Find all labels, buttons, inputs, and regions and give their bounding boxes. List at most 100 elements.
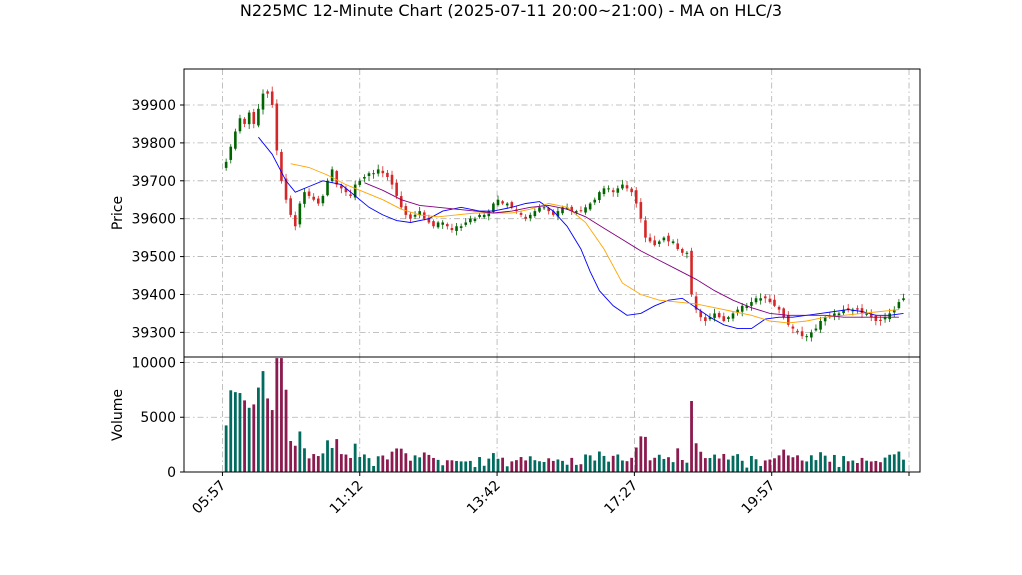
candle-body bbox=[869, 313, 873, 318]
volume-bar bbox=[515, 460, 518, 472]
volume-bar bbox=[736, 454, 740, 472]
volume-bar bbox=[593, 460, 597, 472]
volume-bar bbox=[482, 465, 486, 472]
candle-body bbox=[252, 112, 256, 124]
volume-bar bbox=[579, 464, 583, 472]
volume-bar bbox=[888, 454, 892, 472]
candle-body bbox=[280, 151, 283, 181]
candle-body bbox=[459, 226, 463, 229]
volume-bar bbox=[367, 458, 371, 472]
candle-body bbox=[289, 198, 292, 215]
volume-bar bbox=[358, 457, 362, 472]
volume-bar bbox=[441, 465, 445, 472]
candle-body bbox=[810, 332, 813, 338]
volume-bar bbox=[745, 467, 749, 472]
volume-bar bbox=[611, 455, 615, 472]
volume-bar bbox=[289, 440, 293, 472]
volume-bar bbox=[339, 454, 343, 472]
candle-body bbox=[736, 309, 739, 313]
volume-y-ticks: 0 5000 10000 bbox=[131, 355, 184, 481]
volume-bar bbox=[584, 454, 587, 472]
candle-body bbox=[381, 170, 385, 174]
candle-body bbox=[888, 313, 891, 320]
volume-bar bbox=[791, 457, 795, 472]
volume-bar bbox=[542, 461, 546, 472]
candle-body bbox=[860, 308, 864, 314]
price-panel: 39300 39400 39500 39600 39700 39800 39900 Pric… bbox=[110, 68, 921, 358]
candle-body bbox=[293, 215, 297, 227]
x-tick-label: 11:12 bbox=[327, 478, 367, 518]
volume-bar bbox=[524, 460, 528, 472]
volume-bar bbox=[556, 459, 560, 472]
candle-body bbox=[902, 298, 905, 301]
candle-body bbox=[247, 112, 251, 125]
volume-bar bbox=[648, 460, 652, 472]
volume-bar bbox=[602, 455, 606, 472]
candle-body bbox=[630, 188, 633, 193]
candle-body bbox=[312, 196, 315, 200]
candle-body bbox=[579, 210, 583, 212]
volume-bar bbox=[561, 460, 564, 472]
candle-body bbox=[699, 311, 703, 318]
candle-body bbox=[584, 207, 587, 213]
volume-bar bbox=[261, 371, 265, 472]
volume-bar bbox=[694, 443, 698, 472]
volume-bar bbox=[607, 461, 610, 472]
volume-tick-label: 10000 bbox=[131, 355, 176, 371]
candle-body bbox=[450, 228, 454, 231]
candle-body bbox=[482, 214, 486, 218]
candle-body bbox=[800, 331, 804, 337]
volume-bar bbox=[445, 460, 449, 472]
candle-body bbox=[773, 299, 776, 306]
candle-body bbox=[376, 169, 380, 174]
candle-body bbox=[704, 317, 707, 321]
volume-bar bbox=[796, 455, 799, 472]
volume-bar bbox=[786, 455, 790, 472]
candle-body bbox=[690, 250, 693, 295]
candle-body bbox=[897, 302, 901, 309]
price-axis-label: Price bbox=[110, 196, 126, 230]
candle-body bbox=[667, 235, 670, 242]
candle-body bbox=[575, 211, 578, 213]
volume-bar bbox=[713, 454, 716, 472]
volume-bars bbox=[224, 358, 905, 472]
candle-body bbox=[570, 206, 574, 212]
volume-bar bbox=[247, 407, 251, 472]
candle-body bbox=[763, 296, 767, 299]
volume-bar bbox=[865, 460, 869, 472]
volume-bar bbox=[450, 460, 454, 472]
volume-bar bbox=[390, 451, 394, 472]
candle-body bbox=[492, 203, 495, 212]
volume-bar bbox=[455, 460, 458, 472]
candle-body bbox=[505, 203, 509, 206]
candle-body bbox=[750, 302, 753, 306]
volume-bar bbox=[427, 454, 431, 472]
moving-average-lines bbox=[258, 136, 904, 330]
candle-body bbox=[676, 243, 680, 249]
volume-bar bbox=[404, 453, 408, 472]
candle-body bbox=[639, 202, 643, 219]
volume-bar bbox=[321, 453, 325, 472]
candle-body bbox=[625, 185, 629, 189]
volume-bar bbox=[574, 464, 578, 472]
candle-body bbox=[722, 316, 726, 321]
candle-body bbox=[740, 305, 744, 312]
volume-bar bbox=[376, 456, 380, 472]
candle-body bbox=[842, 309, 845, 314]
volume-bar bbox=[519, 457, 523, 472]
volume-bar bbox=[837, 466, 841, 472]
volume-bar bbox=[616, 454, 620, 472]
candle-body bbox=[441, 222, 445, 225]
volume-bar bbox=[676, 448, 680, 472]
candle-body bbox=[496, 199, 500, 206]
candle-body bbox=[330, 169, 334, 182]
candle-body bbox=[243, 118, 246, 124]
volume-axis-label: Volume bbox=[110, 389, 126, 441]
candle-body bbox=[303, 192, 306, 204]
volume-bar bbox=[823, 455, 827, 472]
volume-bar bbox=[395, 448, 399, 472]
x-tick-label: 19:57 bbox=[739, 478, 779, 518]
volume-bar bbox=[307, 458, 311, 472]
volume-tick-label: 0 bbox=[167, 465, 176, 481]
candle-body bbox=[593, 199, 597, 203]
